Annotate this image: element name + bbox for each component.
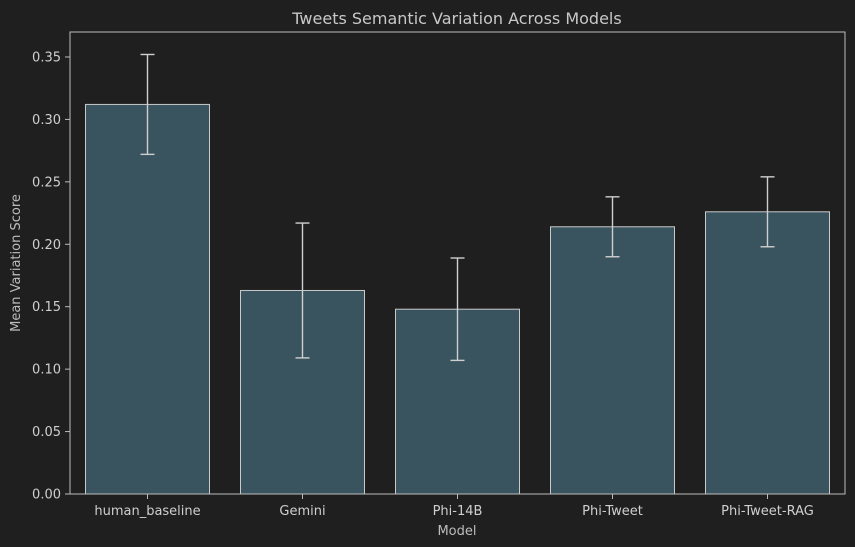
y-tick-label: 0.15 — [32, 300, 61, 315]
bar-human-baseline — [85, 103, 210, 495]
plot-frame — [69, 31, 846, 495]
bar-phi-tweet — [550, 226, 675, 495]
error-bars-group — [140, 53, 775, 362]
y-tick-label: 0.30 — [32, 113, 61, 128]
x-tick-label-phi-tweet-rag: Phi-Tweet-RAG — [721, 504, 814, 519]
y-tick-label: 0.00 — [32, 488, 61, 503]
y-tick-label: 0.35 — [32, 50, 61, 65]
x-axis-label: Model — [437, 524, 476, 539]
error-bar-phi-tweet-rag — [760, 176, 775, 248]
x-tick-label-phi-tweet: Phi-Tweet — [582, 504, 643, 519]
error-bar-gemini — [295, 222, 310, 359]
y-axis-label: Mean Variation Score — [9, 194, 24, 332]
y-tick-label: 0.25 — [32, 175, 61, 190]
x-tick-label-gemini: Gemini — [279, 504, 325, 519]
x-axis: human_baseline Gemini Phi-14B Phi-Tweet Phi-… — [94, 494, 814, 519]
error-bar-phi-14b — [450, 257, 465, 362]
y-tick-label: 0.10 — [32, 363, 61, 378]
error-bar-human-baseline — [140, 53, 155, 156]
chart-title: Tweets Semantic Variation Across Models — [291, 9, 621, 28]
bar-phi-tweet-rag — [705, 211, 830, 495]
y-axis: 0.00 0.05 0.10 0.15 0.20 0.25 0.30 0.35 — [32, 50, 70, 503]
error-bar-phi-tweet — [605, 196, 620, 258]
y-tick-label: 0.05 — [32, 425, 61, 440]
y-tick-label: 0.20 — [32, 238, 61, 253]
x-tick-label-phi-14b: Phi-14B — [433, 504, 483, 519]
x-tick-label-human-baseline: human_baseline — [94, 504, 200, 519]
